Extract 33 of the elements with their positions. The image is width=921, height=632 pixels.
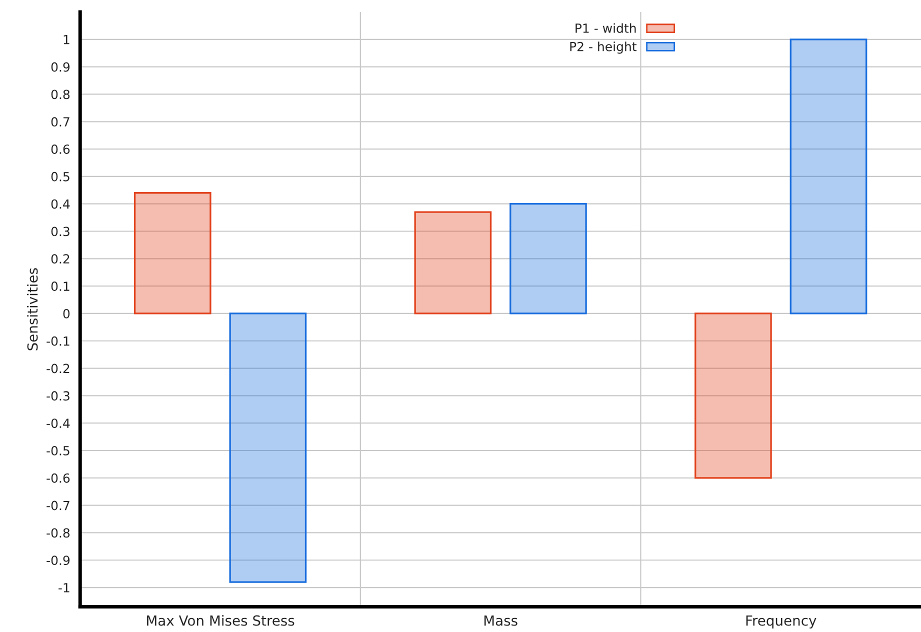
- y-tick-label: -0.2: [46, 364, 70, 374]
- y-tick-label: 0.6: [51, 144, 70, 154]
- bar: [414, 211, 492, 314]
- y-tick-label: -0.6: [46, 473, 70, 483]
- y-tick-label: -1: [58, 583, 70, 592]
- bar: [134, 192, 212, 314]
- y-tick-label: 1: [64, 35, 70, 44]
- y-tick-label: -0.5: [46, 446, 70, 456]
- y-tick-label: 0.4: [51, 199, 70, 209]
- x-tick-label: Mass: [484, 615, 518, 626]
- y-tick-label: 0.7: [51, 117, 70, 127]
- legend-label: P2 - height: [570, 42, 637, 54]
- bar: [510, 203, 587, 314]
- bar: [790, 38, 868, 314]
- y-tick-label: 0.9: [51, 62, 70, 72]
- y-tick-label: 0.3: [51, 226, 70, 236]
- y-tick-label: -0.7: [46, 500, 70, 510]
- y-tick-label: -0.1: [46, 336, 70, 346]
- y-tick-label: 0.5: [51, 172, 70, 182]
- y-tick-label: -0.8: [46, 528, 70, 538]
- y-tick-label: -0.4: [46, 418, 70, 428]
- y-tick-label: 0: [63, 308, 70, 318]
- y-tick-label: 0.8: [51, 90, 70, 100]
- y-axis-title: Sensitivities: [27, 268, 38, 350]
- x-tick-label: Max Von Mises Stress: [147, 615, 294, 626]
- y-tick-label: -0.3: [46, 391, 70, 401]
- bar: [229, 312, 307, 583]
- x-tick-label: Frequency: [746, 615, 816, 628]
- y-tick-label: -0.9: [46, 556, 70, 566]
- y-tick-label: 0.1: [51, 282, 70, 291]
- bar: [694, 312, 772, 479]
- y-tick-label: 0.2: [51, 254, 70, 264]
- legend-label: P1 - width: [576, 23, 636, 33]
